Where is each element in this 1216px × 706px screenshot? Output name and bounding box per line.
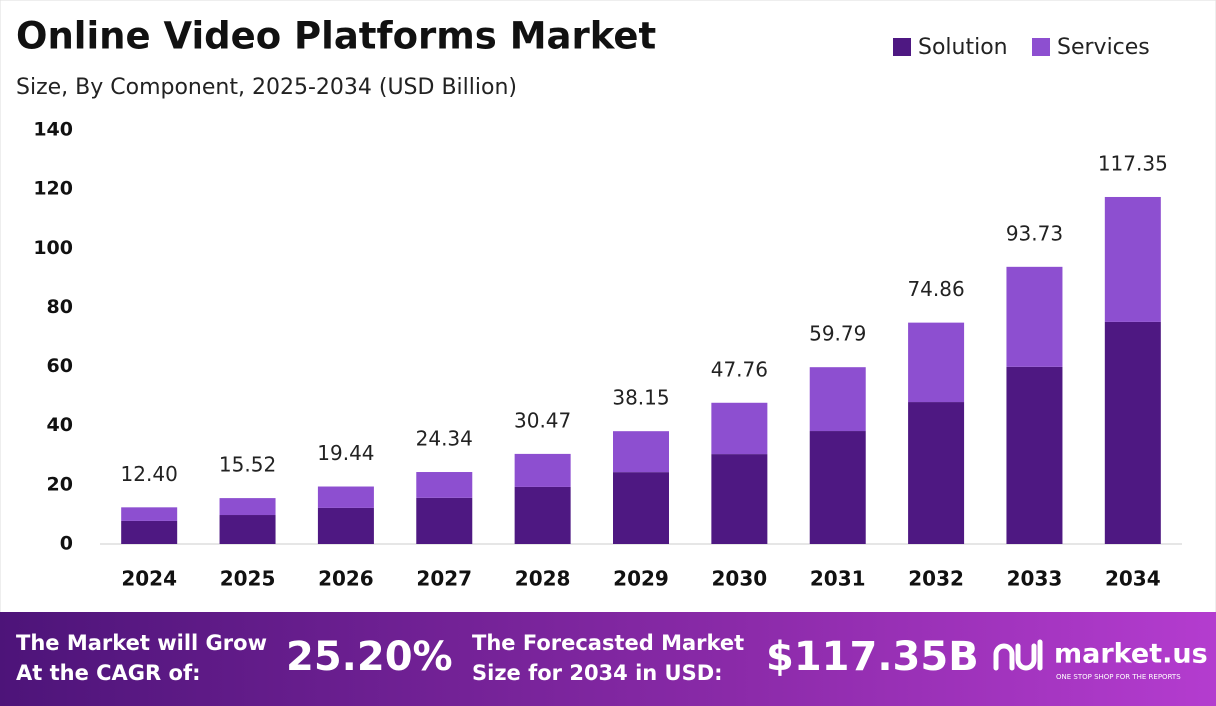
y-tick-label: 0 [60,533,73,555]
bar-segment [514,486,571,544]
y-tick-label: 20 [47,473,73,495]
chart-subtitle: Size, By Component, 2025-2034 (USD Billi… [16,75,517,100]
bar-segment [908,402,965,544]
bar-segment [908,322,965,403]
bar-segment [121,507,178,521]
x-tick-label: 2031 [810,567,866,591]
x-tick-label: 2027 [416,567,472,591]
brand-logo [993,639,1043,671]
bar-segment [121,520,178,544]
total-label: 12.40 [121,462,178,486]
x-tick-label: 2030 [712,567,768,591]
y-tick-label: 120 [33,178,73,200]
brand-tagline: ONE STOP SHOP FOR THE REPORTS [1056,673,1181,681]
bar-segment [219,498,276,516]
total-label: 15.52 [219,453,276,477]
y-tick-label: 60 [47,355,73,377]
bar-segment [514,453,571,487]
y-tick-label: 40 [47,414,73,436]
x-tick-label: 2026 [318,567,374,591]
total-label: 74.86 [907,277,964,301]
cagr-value: 25.20% [286,634,453,680]
x-tick-label: 2033 [1007,567,1063,591]
x-tick-label: 2034 [1105,567,1161,591]
forecast-text: The Forecasted Market [472,631,744,655]
bar-segment [1006,366,1063,544]
total-label: 47.76 [711,357,768,381]
bar-segment [613,472,669,544]
cagr-text: At the CAGR of: [16,661,201,685]
legend-label: Services [1057,35,1150,60]
total-label: 117.35 [1098,151,1168,175]
bar-segment [1104,321,1161,544]
bar-segment [711,402,768,455]
bar-segment [317,486,374,508]
total-label: 24.34 [416,427,473,451]
y-tick-label: 140 [33,119,73,141]
cagr-text: The Market will Grow [16,631,267,655]
total-label: 93.73 [1006,221,1063,245]
chart-title: Online Video Platforms Market [16,15,656,58]
x-tick-label: 2029 [613,567,669,591]
bar-segment [809,431,866,544]
legend-swatch [1032,38,1050,56]
bar-segment [1006,266,1063,367]
brand-name: market.us [1054,639,1208,670]
total-label: 19.44 [317,441,374,465]
forecast-value: $117.35B [766,634,979,680]
y-tick-label: 100 [33,237,73,259]
total-label: 30.47 [514,408,571,432]
y-tick-label: 80 [47,296,73,318]
total-label: 38.15 [612,386,669,410]
legend-label: Solution [918,35,1008,60]
bar-segment [416,497,473,544]
bar-segment [711,454,768,544]
legend-swatch [893,38,911,56]
bar-segment [317,507,374,544]
x-tick-label: 2028 [515,567,571,591]
x-tick-label: 2032 [908,567,964,591]
x-tick-label: 2025 [220,567,276,591]
x-tick-label: 2024 [121,567,177,591]
bar-segment [219,515,276,544]
bar-segment [416,472,473,498]
total-label: 59.79 [809,322,866,346]
bar-segment [809,367,866,432]
bar-segment [1104,196,1161,322]
forecast-text: Size for 2034 in USD: [472,661,723,685]
bar-segment [613,431,669,473]
